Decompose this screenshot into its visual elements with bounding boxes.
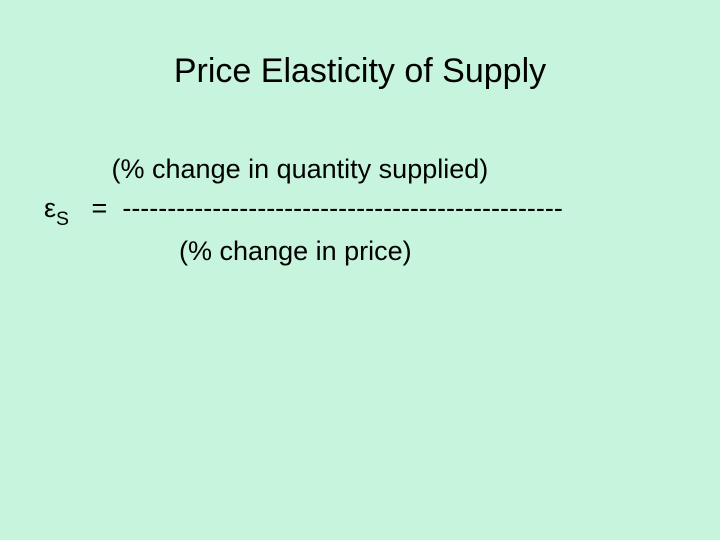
epsilon-subscript: S xyxy=(56,208,69,230)
slide: Price Elasticity of Supply (% change in … xyxy=(0,0,720,540)
spacer xyxy=(107,193,122,223)
equals-sign: = xyxy=(92,193,108,223)
spacer xyxy=(44,236,179,266)
slide-title: Price Elasticity of Supply xyxy=(0,52,720,91)
numerator-text: (% change in quantity supplied) xyxy=(112,154,489,184)
epsilon-symbol: ε xyxy=(44,193,56,223)
formula-block: (% change in quantity supplied) εS = ---… xyxy=(44,150,563,271)
formula-denominator-line: (% change in price) xyxy=(44,232,563,271)
spacer xyxy=(69,193,92,223)
spacer xyxy=(44,154,112,184)
fraction-divider: ----------------------------------------… xyxy=(122,193,563,223)
denominator-text: (% change in price) xyxy=(179,236,412,266)
formula-middle-line: εS = -----------------------------------… xyxy=(44,189,563,232)
formula-numerator-line: (% change in quantity supplied) xyxy=(44,150,563,189)
